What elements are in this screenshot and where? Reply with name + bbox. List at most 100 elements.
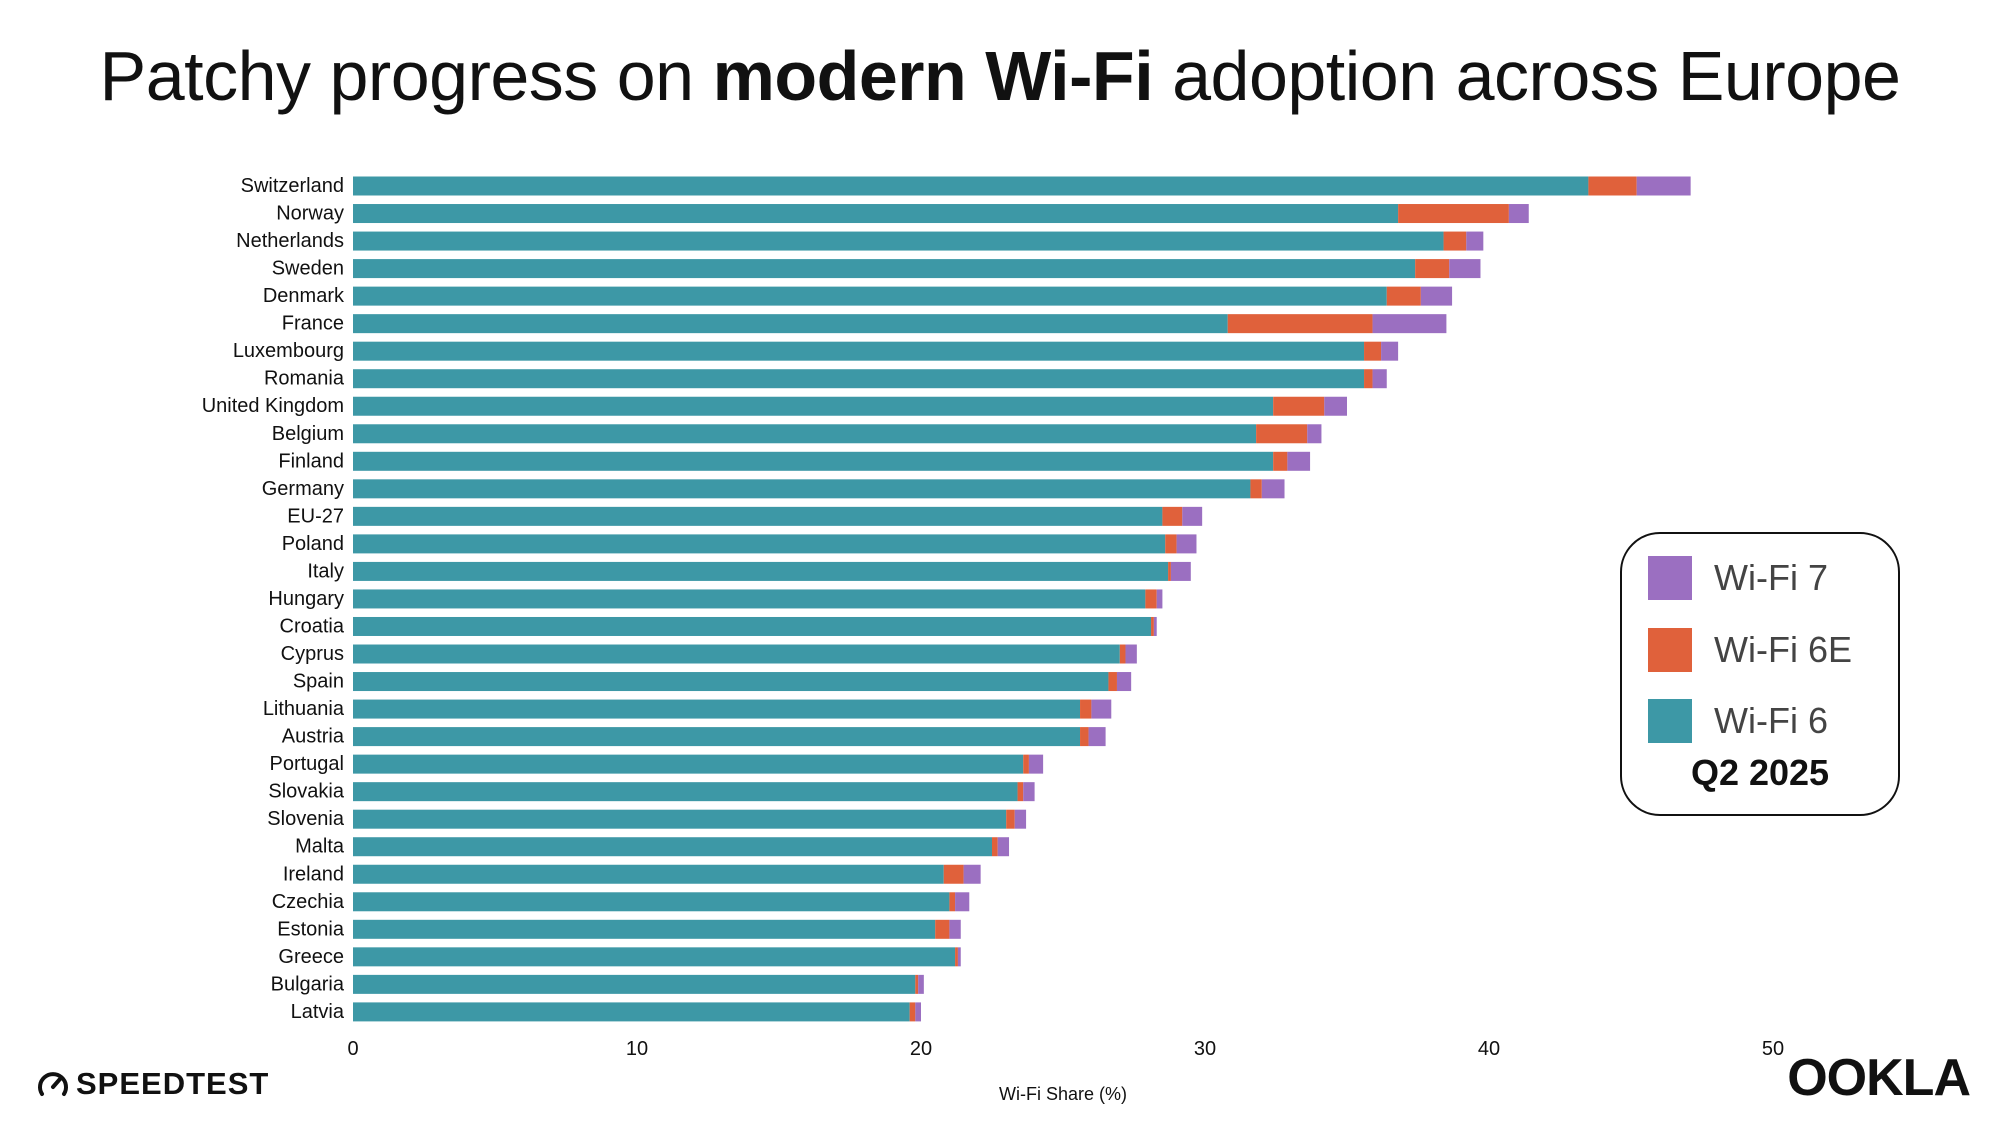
bar-croatia-wi-fi-6e bbox=[1151, 616, 1154, 636]
bar-cyprus-wi-fi-6 bbox=[353, 644, 1120, 664]
bar-united-kingdom-wi-fi-6 bbox=[353, 396, 1274, 416]
category-label-estonia: Estonia bbox=[277, 918, 345, 940]
bar-slovakia-wi-fi-6e bbox=[1017, 782, 1024, 802]
chart-title-emphasis: modern Wi-Fi bbox=[712, 37, 1154, 115]
bar-cyprus-wi-fi-6e bbox=[1119, 644, 1126, 664]
bar-czechia-wi-fi-6 bbox=[353, 892, 950, 912]
bar-lithuania-wi-fi-6 bbox=[353, 699, 1081, 719]
category-label-france: France bbox=[282, 313, 344, 335]
category-label-cyprus: Cyprus bbox=[281, 643, 344, 665]
chart-title: Patchy progress on modern Wi-Fi adoption… bbox=[99, 37, 1901, 115]
bar-estonia-wi-fi-7 bbox=[949, 919, 961, 939]
bar-norway-wi-fi-7 bbox=[1508, 204, 1529, 224]
category-label-norway: Norway bbox=[276, 203, 344, 225]
legend-period: Q2 2025 bbox=[1690, 752, 1830, 793]
bar-finland-wi-fi-6e bbox=[1273, 451, 1288, 471]
bar-luxembourg-wi-fi-7 bbox=[1381, 341, 1399, 361]
bar-luxembourg-wi-fi-6 bbox=[353, 341, 1365, 361]
category-label-slovakia: Slovakia bbox=[268, 781, 344, 803]
bar-malta-wi-fi-6 bbox=[353, 837, 992, 857]
x-axis-label: Wi-Fi Share (%) bbox=[999, 1084, 1127, 1104]
legend-swatch-wifi7 bbox=[1648, 556, 1692, 600]
legend-label-wifi7: Wi-Fi 7 bbox=[1714, 557, 1828, 598]
bar-hungary-wi-fi-6 bbox=[353, 589, 1146, 609]
category-label-malta: Malta bbox=[295, 836, 345, 858]
bar-latvia-wi-fi-6 bbox=[353, 1002, 910, 1022]
bar-norway-wi-fi-6 bbox=[353, 204, 1399, 224]
category-label-luxembourg: Luxembourg bbox=[233, 340, 344, 362]
bar-estonia-wi-fi-6 bbox=[353, 919, 936, 939]
category-label-hungary: Hungary bbox=[268, 588, 344, 610]
bar-switzerland-wi-fi-6 bbox=[353, 176, 1589, 196]
bar-romania-wi-fi-7 bbox=[1372, 369, 1387, 389]
category-label-belgium: Belgium bbox=[272, 423, 344, 445]
bar-portugal-wi-fi-6e bbox=[1023, 754, 1029, 774]
bar-eu-27-wi-fi-6e bbox=[1162, 506, 1183, 526]
bar-lithuania-wi-fi-7 bbox=[1091, 699, 1112, 719]
legend-item-wifi7: Wi-Fi 7 bbox=[1648, 556, 1828, 600]
bar-romania-wi-fi-6e bbox=[1364, 369, 1373, 389]
bar-germany-wi-fi-6e bbox=[1250, 479, 1262, 499]
bar-denmark-wi-fi-7 bbox=[1420, 286, 1453, 306]
bar-slovenia-wi-fi-6e bbox=[1006, 809, 1015, 829]
bar-luxembourg-wi-fi-6e bbox=[1364, 341, 1382, 361]
bar-netherlands-wi-fi-6 bbox=[353, 231, 1444, 251]
bar-denmark-wi-fi-6e bbox=[1386, 286, 1421, 306]
bar-belgium-wi-fi-6 bbox=[353, 424, 1257, 444]
bar-poland-wi-fi-6e bbox=[1165, 534, 1177, 554]
bar-united-kingdom-wi-fi-7 bbox=[1324, 396, 1347, 416]
x-tick-label-40: 40 bbox=[1478, 1038, 1500, 1060]
legend-swatch-wifi6e bbox=[1648, 628, 1692, 672]
category-label-ireland: Ireland bbox=[283, 863, 344, 885]
bar-belgium-wi-fi-6e bbox=[1256, 424, 1308, 444]
bar-norway-wi-fi-6e bbox=[1398, 204, 1509, 224]
bar-lithuania-wi-fi-6e bbox=[1080, 699, 1092, 719]
bar-eu-27-wi-fi-6 bbox=[353, 506, 1163, 526]
category-label-finland: Finland bbox=[278, 450, 344, 472]
legend-item-wifi6: Wi-Fi 6 bbox=[1648, 699, 1828, 743]
bar-italy-wi-fi-6 bbox=[353, 561, 1169, 581]
category-label-portugal: Portugal bbox=[270, 753, 345, 775]
bar-bulgaria-wi-fi-7 bbox=[918, 974, 924, 994]
category-label-spain: Spain bbox=[293, 671, 344, 693]
bar-ireland-wi-fi-7 bbox=[963, 864, 981, 884]
x-tick-label-50: 50 bbox=[1762, 1038, 1784, 1060]
x-tick-label-20: 20 bbox=[910, 1038, 932, 1060]
bar-united-kingdom-wi-fi-6e bbox=[1273, 396, 1325, 416]
bar-sweden-wi-fi-6e bbox=[1415, 259, 1450, 279]
bar-croatia-wi-fi-6 bbox=[353, 616, 1152, 636]
bar-greece-wi-fi-6 bbox=[353, 947, 956, 967]
legend-label-wifi6: Wi-Fi 6 bbox=[1714, 700, 1828, 741]
category-label-bulgaria: Bulgaria bbox=[271, 973, 345, 995]
bar-eu-27-wi-fi-7 bbox=[1182, 506, 1203, 526]
category-label-netherlands: Netherlands bbox=[236, 230, 344, 252]
bar-austria-wi-fi-6 bbox=[353, 727, 1081, 747]
bar-hungary-wi-fi-6e bbox=[1145, 589, 1157, 609]
category-label-switzerland: Switzerland bbox=[241, 175, 344, 197]
bar-finland-wi-fi-7 bbox=[1287, 451, 1311, 471]
bar-portugal-wi-fi-7 bbox=[1028, 754, 1044, 774]
legend-item-wifi6e: Wi-Fi 6E bbox=[1648, 628, 1852, 672]
x-tick-label-0: 0 bbox=[347, 1038, 358, 1060]
bar-poland-wi-fi-7 bbox=[1176, 534, 1197, 554]
category-label-romania: Romania bbox=[264, 368, 345, 390]
category-label-denmark: Denmark bbox=[263, 285, 345, 307]
bar-sweden-wi-fi-6 bbox=[353, 259, 1416, 279]
category-label-greece: Greece bbox=[278, 946, 344, 968]
bar-denmark-wi-fi-6 bbox=[353, 286, 1387, 306]
bar-croatia-wi-fi-7 bbox=[1153, 616, 1157, 636]
bar-spain-wi-fi-6e bbox=[1108, 672, 1117, 692]
chart-legend: Wi-Fi 7 Wi-Fi 6E Wi-Fi 6 Q2 2025 bbox=[1620, 532, 1900, 816]
speedtest-logo-text: SPEEDTEST bbox=[76, 1066, 270, 1101]
bar-slovenia-wi-fi-6 bbox=[353, 809, 1007, 829]
bar-hungary-wi-fi-7 bbox=[1156, 589, 1163, 609]
bar-slovakia-wi-fi-6 bbox=[353, 782, 1018, 802]
category-label-croatia: Croatia bbox=[280, 615, 345, 637]
bar-spain-wi-fi-6 bbox=[353, 672, 1109, 692]
bar-cyprus-wi-fi-7 bbox=[1125, 644, 1137, 664]
bar-netherlands-wi-fi-6e bbox=[1443, 231, 1467, 251]
category-label-lithuania: Lithuania bbox=[263, 698, 345, 720]
bar-czechia-wi-fi-7 bbox=[955, 892, 970, 912]
bar-ireland-wi-fi-6e bbox=[943, 864, 964, 884]
